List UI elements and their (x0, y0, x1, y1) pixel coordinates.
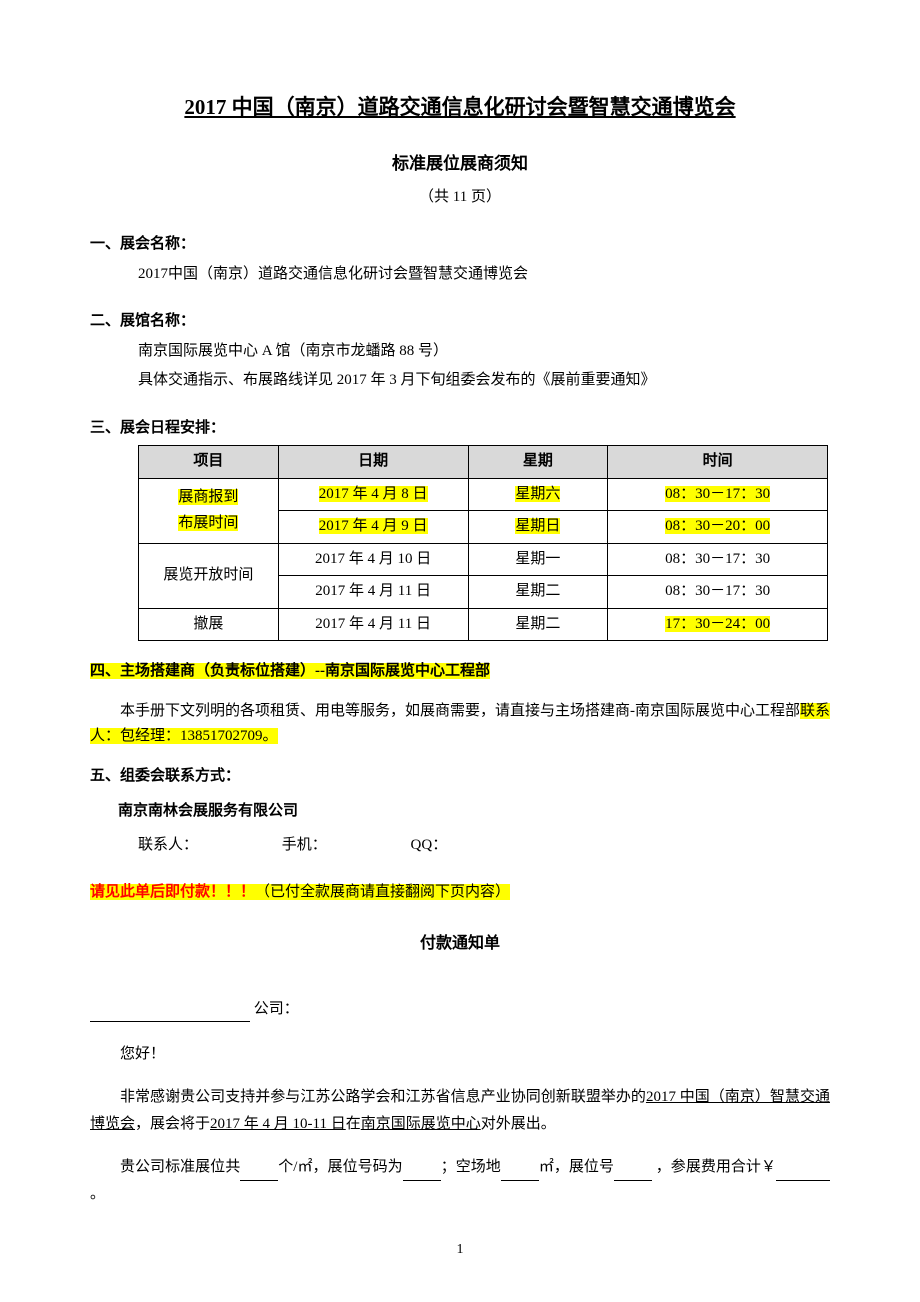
blank (776, 1165, 830, 1181)
section5-contact: 联系人： 手机： QQ： (90, 833, 830, 859)
cell-weekday: 星期日 (468, 511, 608, 544)
section4-body-text: 本手册下文列明的各项租赁、用电等服务，如展商需要，请直接与主场搭建商-南京国际展… (120, 703, 800, 719)
cell-weekday: 星期六 (468, 478, 608, 511)
table-row: 展商报到 布展时间 2017 年 4 月 8 日 星期六 08：30－17：30 (139, 478, 828, 511)
booth-t1: 贵公司标准展位共 (120, 1159, 240, 1175)
section4-heading: 四、主场搭建商（负责标位搭建）--南京国际展览中心工程部 (90, 659, 830, 685)
cell-item: 展商报到 布展时间 (139, 478, 279, 543)
warning-red: 请见此单后即付款！！！ (90, 884, 255, 900)
mid2: 在 (346, 1116, 361, 1132)
phone-label: 手机： (282, 833, 327, 859)
section1-heading: 一、展会名称： (90, 232, 830, 258)
section2-heading: 二、展馆名称： (90, 309, 830, 335)
th-weekday: 星期 (468, 446, 608, 479)
contact-label: 联系人： (138, 833, 198, 859)
qq-label: QQ： (411, 833, 448, 859)
blank (614, 1165, 652, 1181)
greeting: 您好！ (90, 1042, 830, 1068)
thank-prefix: 非常感谢贵公司支持并参与江苏公路学会和江苏省信息产业协同创新联盟举办的 (120, 1089, 646, 1105)
date-range: 2017 年 4 月 10-11 日 (210, 1116, 346, 1132)
cell-time: 08：30－20：00 (608, 511, 828, 544)
cell-date: 2017 年 4 月 8 日 (278, 478, 468, 511)
booth-paragraph: 贵公司标准展位共 个/㎡，展位号码为 ；空场地 ㎡，展位号 ，参展费用合计￥ 。 (90, 1154, 830, 1208)
cell-weekday: 星期二 (468, 608, 608, 641)
cell-date: 2017 年 4 月 9 日 (278, 511, 468, 544)
page-number: 1 (90, 1238, 830, 1262)
table-row: 展览开放时间 2017 年 4 月 10 日 星期一 08：30－17：30 (139, 543, 828, 576)
th-date: 日期 (278, 446, 468, 479)
table-row: 撤展 2017 年 4 月 11 日 星期二 17：30－24：00 (139, 608, 828, 641)
cell-weekday: 星期一 (468, 543, 608, 576)
section3-heading: 三、展会日程安排： (90, 416, 830, 442)
table-header-row: 项目 日期 星期 时间 (139, 446, 828, 479)
cell-date: 2017 年 4 月 10 日 (278, 543, 468, 576)
cell-time: 08：30－17：30 (608, 576, 828, 609)
warning-paren: （已付全款展商请直接翻阅下页内容） (255, 884, 510, 900)
blank (403, 1165, 441, 1181)
cell-date: 2017 年 4 月 11 日 (278, 576, 468, 609)
blank (501, 1165, 539, 1181)
section4-body: 本手册下文列明的各项租赁、用电等服务，如展商需要，请直接与主场搭建商-南京国际展… (90, 699, 830, 750)
page-count: （共 11 页） (90, 185, 830, 211)
cell-item: 展览开放时间 (139, 543, 279, 608)
section2-line1: 南京国际展览中心 A 馆（南京市龙蟠路 88 号） (90, 339, 830, 365)
cell-item-2: 布展时间 (178, 515, 238, 531)
company-line: 公司： (90, 997, 830, 1023)
cell-time: 08：30－17：30 (608, 543, 828, 576)
payment-title: 付款通知单 (90, 930, 830, 957)
company-blank (90, 1004, 250, 1022)
booth-t4: ㎡，展位号 (539, 1159, 614, 1175)
cell-item-1: 展商报到 (178, 489, 238, 505)
booth-t2: 个/㎡，展位号码为 (278, 1159, 402, 1175)
blank (240, 1165, 278, 1181)
thank-suffix: 对外展出。 (481, 1116, 556, 1132)
booth-t3: ；空场地 (441, 1159, 501, 1175)
company-suffix: 公司： (250, 1001, 299, 1017)
document-title: 2017 中国（南京）道路交通信息化研讨会暨智慧交通博览会 (90, 90, 830, 126)
schedule-table: 项目 日期 星期 时间 展商报到 布展时间 2017 年 4 月 8 日 星期六… (138, 445, 828, 641)
cell-item: 撤展 (139, 608, 279, 641)
section5-heading: 五、组委会联系方式： (90, 764, 830, 790)
document-subtitle: 标准展位展商须知 (90, 150, 830, 179)
booth-t6: 。 (90, 1186, 105, 1202)
payment-warning: 请见此单后即付款！！！（已付全款展商请直接翻阅下页内容） (90, 880, 830, 906)
section5-company: 南京南林会展服务有限公司 (90, 799, 830, 825)
th-time: 时间 (608, 446, 828, 479)
cell-time: 08：30－17：30 (608, 478, 828, 511)
th-item: 项目 (139, 446, 279, 479)
cell-time: 17：30－24：00 (608, 608, 828, 641)
cell-date: 2017 年 4 月 11 日 (278, 608, 468, 641)
thank-paragraph: 非常感谢贵公司支持并参与江苏公路学会和江苏省信息产业协同创新联盟举办的 2017 … (90, 1084, 830, 1138)
booth-t5: ，参展费用合计￥ (652, 1159, 776, 1175)
cell-weekday: 星期二 (468, 576, 608, 609)
section2-line2: 具体交通指示、布展路线详见 2017 年 3 月下旬组委会发布的《展前重要通知》 (90, 368, 830, 394)
mid1: ，展会将于 (135, 1116, 210, 1132)
section1-body: 2017中国（南京）道路交通信息化研讨会暨智慧交通博览会 (90, 262, 830, 288)
venue: 南京国际展览中心 (361, 1116, 481, 1132)
